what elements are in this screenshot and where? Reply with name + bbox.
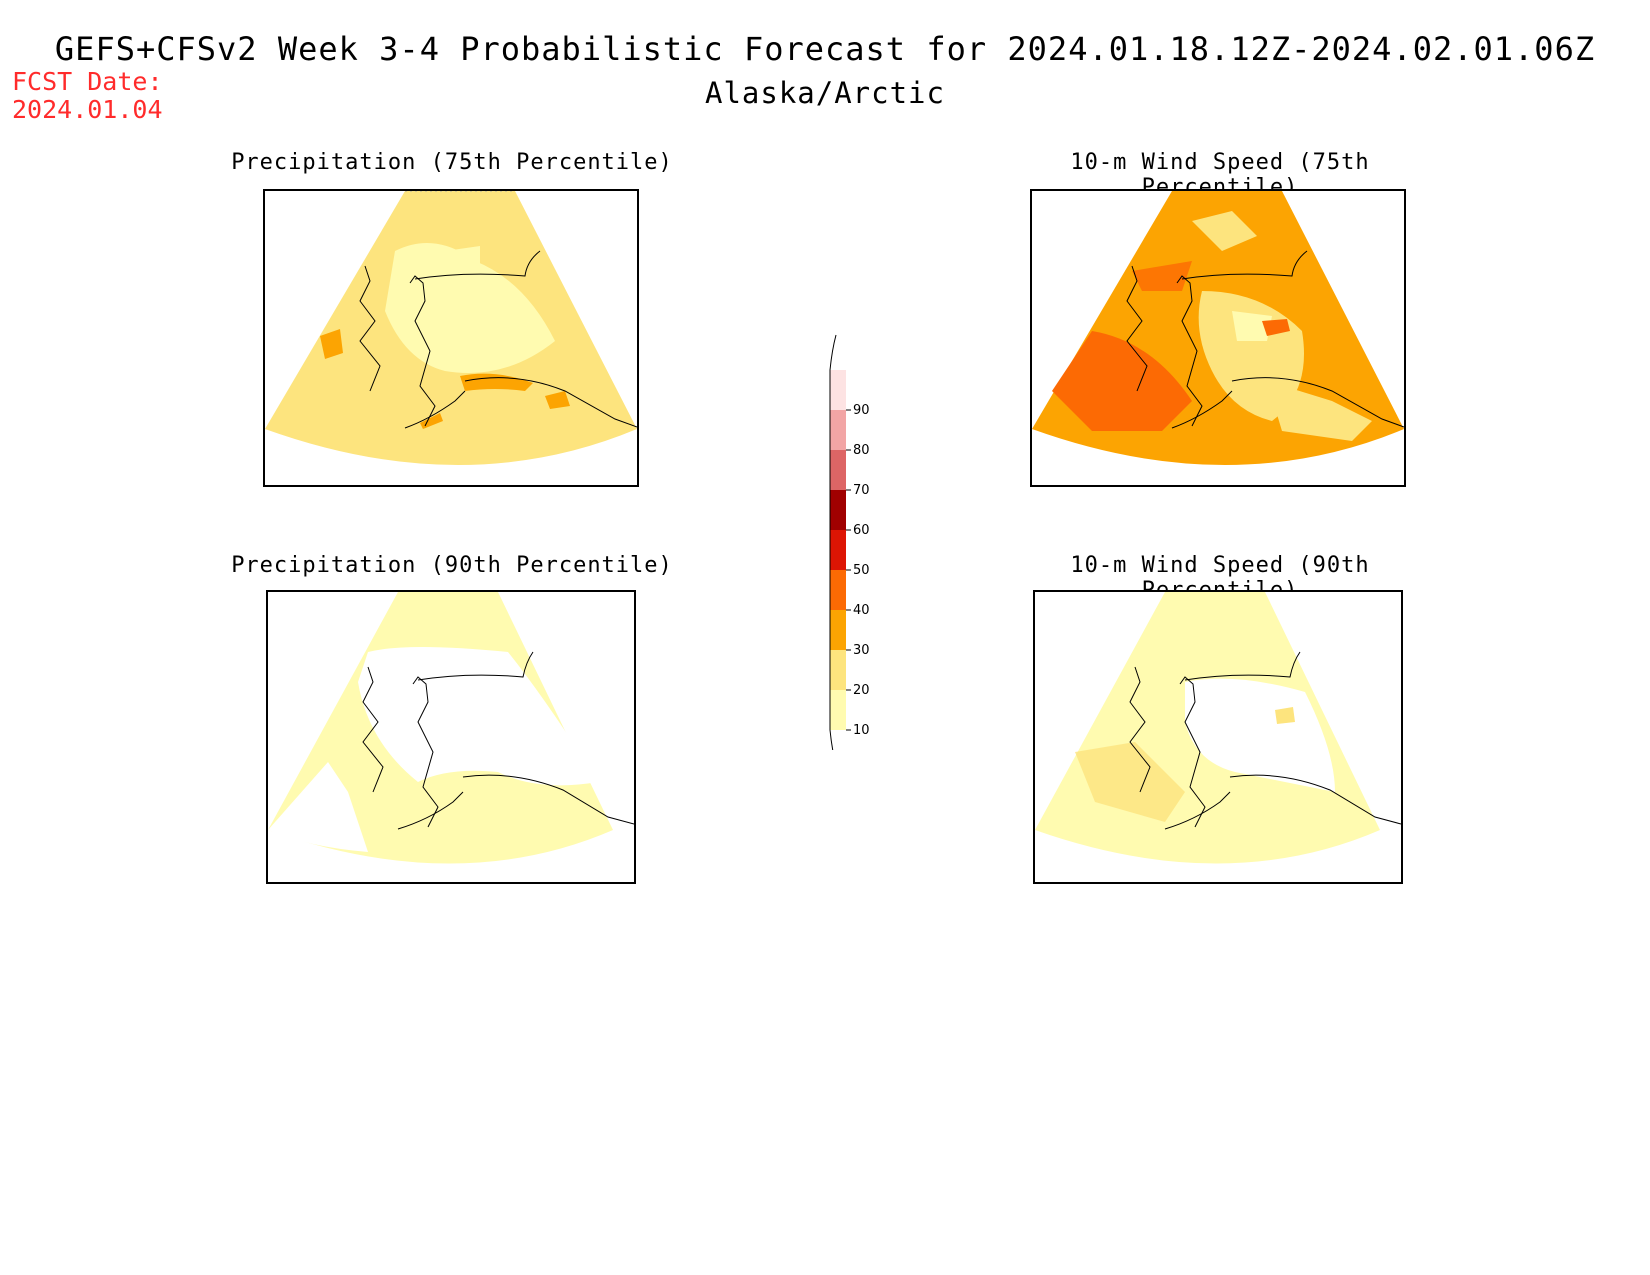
- map-wind-75: [1030, 189, 1406, 487]
- colorbar-swatch: [830, 570, 846, 610]
- forecast-date-block: FCST Date: 2024.01.04: [12, 68, 163, 124]
- colorbar-label: 90: [853, 403, 870, 418]
- map-wind-90: [1033, 590, 1403, 884]
- colorbar-cap-bottom: [829, 729, 834, 750]
- map-precip-90: [266, 590, 636, 884]
- panel-title-precip-90: Precipitation (90th Percentile): [231, 553, 673, 578]
- colorbar-swatch: [830, 410, 846, 450]
- panel-title-precip-75: Precipitation (75th Percentile): [231, 150, 673, 175]
- colorbar-label: 70: [853, 483, 870, 498]
- colorbar-swatch: [830, 650, 846, 690]
- colorbar-label: 10: [853, 723, 870, 738]
- colorbar-cap-top: [829, 334, 837, 371]
- colorbar-label: 60: [853, 523, 870, 538]
- page-title: GEFS+CFSv2 Week 3-4 Probabilistic Foreca…: [54, 30, 1596, 68]
- colorbar-swatch: [830, 610, 846, 650]
- map-precip-75: [263, 189, 639, 487]
- colorbar-legend: 10 20 30 40 50 60 70 80 90: [829, 334, 870, 750]
- panel-title-wind-75: 10-m Wind Speed (75th Percentile): [1070, 150, 1370, 200]
- colorbar-label: 40: [853, 603, 870, 618]
- fcst-date-value: 2024.01.04: [12, 95, 163, 124]
- colorbar-swatch: [830, 450, 846, 490]
- colorbar-swatch: [830, 690, 846, 730]
- fcst-date-label: FCST Date:: [12, 67, 163, 96]
- colorbar-label: 50: [853, 563, 870, 578]
- colorbar-label: 30: [853, 643, 870, 658]
- colorbar-label: 80: [853, 443, 870, 458]
- colorbar-swatch: [830, 370, 846, 410]
- colorbar-swatch: [830, 490, 846, 530]
- colorbar-swatch: [830, 530, 846, 570]
- region-subtitle: Alaska/Arctic: [705, 76, 945, 110]
- colorbar-label: 20: [853, 683, 870, 698]
